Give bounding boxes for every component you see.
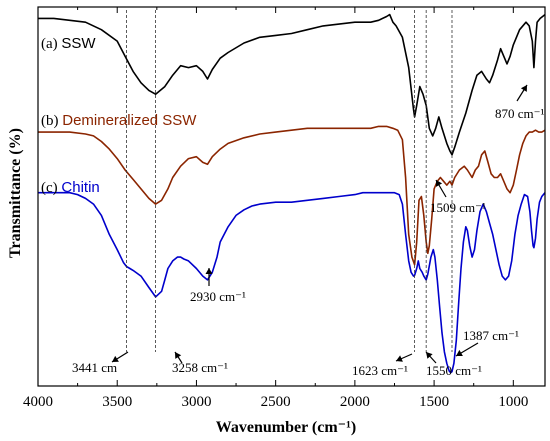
annotation-label-1: 3258 cm⁻¹ <box>172 360 228 375</box>
annotation-arrowhead-7 <box>520 85 527 92</box>
series-label-name-1: Demineralized SSW <box>62 112 197 129</box>
series-line-2 <box>38 191 546 374</box>
y-axis-title: Transmittance (%) <box>7 128 24 258</box>
series-labels-layer: (a) SSW (b) Demineralized SSW (c) Chitin <box>41 35 197 196</box>
annotation-arrowhead-1 <box>175 352 182 359</box>
x-tick-label-4: 2000 <box>340 394 370 410</box>
axes-layer: 4000 3500 3000 2500 2000 1500 1000 <box>23 6 546 410</box>
annotation-label-7: 870 cm⁻¹ <box>495 106 544 121</box>
spectra-layer <box>38 13 546 374</box>
annotation-label-0: 3441 cm <box>72 360 117 375</box>
annotation-arrowhead-4 <box>426 352 433 359</box>
series-label-prefix-0: (a) <box>41 36 61 52</box>
series-line-1 <box>38 125 546 266</box>
x-tick-label-5: 1500 <box>419 394 449 410</box>
annotation-arrowhead-6 <box>456 349 463 356</box>
series-label-1: (b) Demineralized SSW <box>41 112 197 129</box>
x-tick-label-2: 3000 <box>181 394 211 410</box>
series-label-name-0: SSW <box>61 35 96 52</box>
annotation-arrowhead-0 <box>112 355 119 362</box>
annotation-label-2: 2930 cm⁻¹ <box>190 289 246 304</box>
x-tick-label-3: 2500 <box>261 394 291 410</box>
annotation-label-5: 1509 cm⁻¹ <box>430 200 486 215</box>
x-tick-label-1: 3500 <box>102 394 132 410</box>
series-label-2: (c) Chitin <box>41 179 100 196</box>
x-tick-label-0: 4000 <box>23 394 53 410</box>
series-label-prefix-2: (c) <box>41 180 61 196</box>
x-axis-title: Wavenumber (cm⁻¹) <box>216 419 356 436</box>
series-label-0: (a) SSW <box>41 35 96 52</box>
series-label-prefix-1: (b) <box>41 113 62 129</box>
annotations-layer: 3441 cm 3258 cm⁻¹ 2930 cm⁻¹ 1623 cm⁻¹ 1550 c… <box>72 84 544 378</box>
annotation-arrowhead-5 <box>436 180 443 187</box>
reference-lines-layer <box>126 10 453 352</box>
annotation-label-4: 1550 cm⁻¹ <box>426 363 482 378</box>
plot-frame <box>37 6 546 387</box>
annotation-label-3: 1623 cm⁻¹ <box>352 363 408 378</box>
annotation-label-6: 1387 cm⁻¹ <box>463 328 519 343</box>
annotation-arrowhead-3 <box>396 355 403 362</box>
x-tick-label-6: 1000 <box>498 394 528 410</box>
annotation-arrowhead-2 <box>205 268 213 274</box>
series-label-name-2: Chitin <box>61 179 99 196</box>
series-line-0 <box>38 13 546 156</box>
